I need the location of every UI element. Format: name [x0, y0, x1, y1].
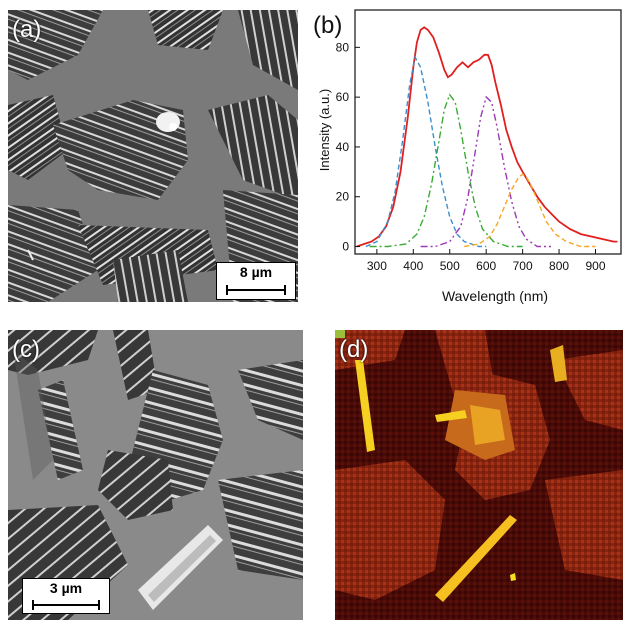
y-tick-label: 80 — [336, 40, 350, 54]
y-tick-label: 40 — [336, 140, 350, 154]
scale-bar-a: 8 µm — [216, 262, 296, 300]
scale-bar-a-label: 8 µm — [239, 264, 273, 280]
panel-b-chart: (b) 300 400 500 600 700 800 900 0 20 40 60 80 Wavel… — [305, 0, 627, 310]
scale-bar-c: 3 µm — [22, 578, 110, 614]
y-axis-label: Intensity (a.u.) — [317, 89, 332, 171]
sem-micrograph-c — [8, 330, 303, 620]
x-tick-label: 500 — [440, 259, 460, 273]
series-line-5 — [464, 173, 596, 248]
panel-a-sem-image: (a) 8 µm — [8, 10, 298, 302]
x-tick-label: 800 — [549, 259, 569, 273]
x-tick-label: 400 — [403, 259, 423, 273]
panel-b-label: (b) — [313, 12, 343, 39]
scale-bar-c-label: 3 µm — [49, 580, 83, 596]
x-axis-label: Wavelength (nm) — [442, 288, 548, 304]
panel-c-sem-image: (c) 3 µm — [8, 330, 303, 620]
scale-bar-a-line — [226, 285, 286, 295]
x-tick-label: 300 — [367, 259, 387, 273]
panel-c-label: (c) — [12, 336, 40, 363]
tick-labels: 300 400 500 600 700 800 900 0 20 40 60 80 — [336, 40, 606, 273]
series-line-3 — [369, 93, 523, 248]
y-tick-label: 0 — [342, 240, 349, 254]
x-tick-label: 600 — [476, 259, 496, 273]
axes — [354, 9, 622, 255]
plot-frame — [354, 9, 622, 255]
x-tick-label: 900 — [585, 259, 605, 273]
panel-d-label: (d) — [339, 336, 369, 363]
panel-a-label: (a) — [12, 16, 42, 43]
series-line-2 — [365, 55, 487, 248]
y-tick-label: 20 — [336, 190, 350, 204]
panel-d-cl-map: (d) — [335, 330, 623, 620]
series-line-1 — [356, 26, 618, 248]
y-tick-label: 60 — [336, 90, 350, 104]
scale-bar-c-line — [32, 600, 100, 610]
x-tick-label: 700 — [513, 259, 533, 273]
plot-area — [356, 26, 618, 248]
cathodoluminescence-map-d — [335, 330, 623, 620]
emission-spectrum-chart: 300 400 500 600 700 800 900 0 20 40 60 80 Wavelengt… — [317, 9, 622, 304]
sem-micrograph-a — [8, 10, 298, 302]
series-line-4 — [420, 95, 552, 248]
